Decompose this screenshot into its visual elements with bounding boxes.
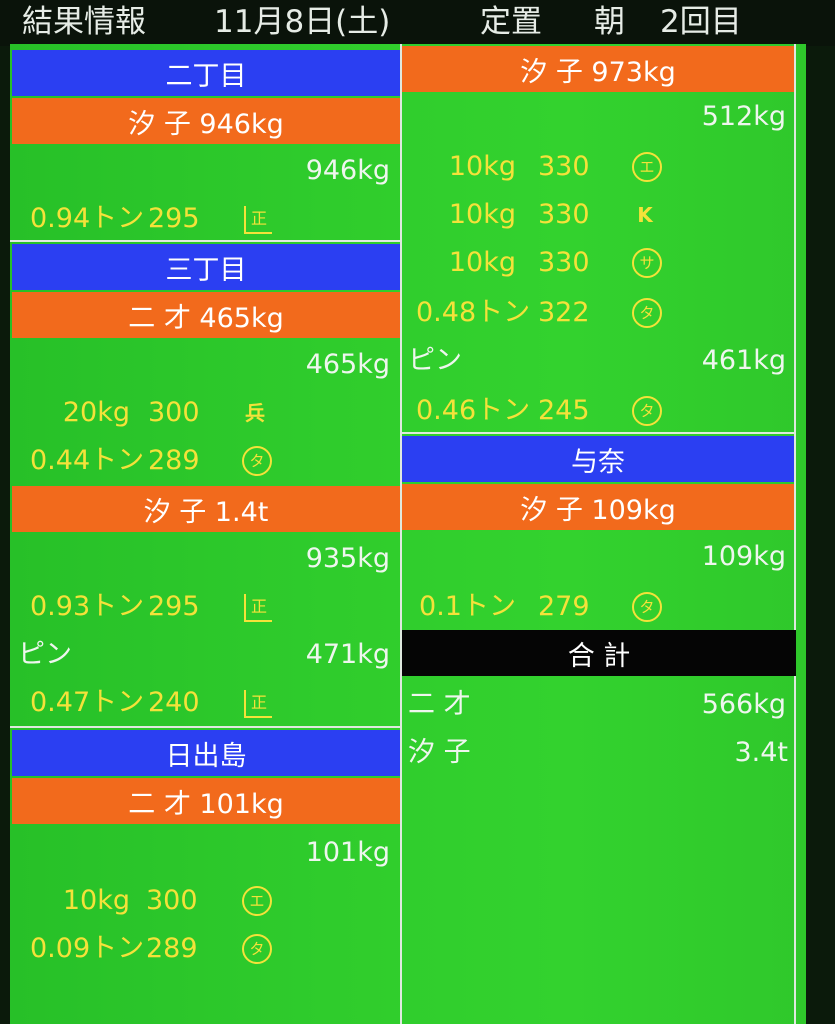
species-bar-sanchome-1: 二 才 465kg <box>12 292 400 338</box>
buyer-mark-icon: エ <box>632 152 662 182</box>
right-border <box>794 44 796 1024</box>
lot-price: 322 <box>538 297 590 328</box>
buyer-mark-icon: 正 <box>244 206 272 234</box>
buyer-mark-icon: タ <box>242 934 272 964</box>
buyer-mark-icon: タ <box>632 396 662 426</box>
header-round: 2回目 <box>660 4 742 40</box>
lot-price: 289 <box>148 445 200 476</box>
row-divider <box>402 432 794 434</box>
lot-weight: 10kg <box>448 151 516 182</box>
lot-weight: 20kg <box>62 397 130 428</box>
lot-weight: 0.93トン <box>30 591 145 622</box>
lot-price: 289 <box>146 933 198 964</box>
total-weight: 109kg <box>701 541 786 572</box>
pin-total-weight: 461kg <box>701 345 786 376</box>
buyer-mark-icon: 兵 <box>245 401 265 425</box>
summary-label: 二 才 <box>408 689 471 720</box>
buyer-mark-icon: エ <box>242 886 272 916</box>
lot-price: 279 <box>538 591 590 622</box>
buyer-mark-icon: 正 <box>244 690 272 718</box>
header-bar: 結果情報 11月8日(土) 定置 朝 2回目 <box>0 0 835 46</box>
area-bar-hinodejima: 日出島 <box>12 730 400 776</box>
total-weight: 935kg <box>305 543 390 574</box>
pin-label: ピン <box>18 639 72 670</box>
lot-weight: 0.09トン <box>30 933 145 964</box>
area-bar-nichome: 二丁目 <box>12 50 400 96</box>
summary-value: 3.4t <box>734 737 788 768</box>
lot-weight: 0.48トン <box>416 297 531 328</box>
lot-weight: 0.94トン <box>30 203 145 234</box>
total-weight: 946kg <box>305 155 390 186</box>
lot-price: 330 <box>538 247 590 278</box>
row-divider <box>10 726 400 728</box>
species-bar-nichome: 汐 子 946kg <box>12 98 400 144</box>
buyer-mark-icon: タ <box>632 298 662 328</box>
species-bar-yona: 汐 子 109kg <box>402 484 794 530</box>
lot-price: 300 <box>148 397 200 428</box>
summary-value: 566kg <box>701 689 786 720</box>
lot-price: 295 <box>148 203 200 234</box>
lot-price: 295 <box>148 591 200 622</box>
buyer-mark-icon: タ <box>632 592 662 622</box>
total-weight: 512kg <box>701 101 786 132</box>
summary-label: 汐 子 <box>408 737 471 768</box>
summary-heading: 合 計 <box>402 630 796 676</box>
pin-label: ピン <box>408 345 462 376</box>
buyer-mark-icon: タ <box>242 446 272 476</box>
header-type: 定置 <box>480 4 542 40</box>
header-session: 朝 <box>594 4 625 40</box>
area-bar-sanchome: 三丁目 <box>12 244 400 290</box>
total-weight: 465kg <box>305 349 390 380</box>
lot-weight: 10kg <box>448 247 516 278</box>
buyer-mark-icon: K <box>637 203 653 227</box>
header-title: 結果情報 <box>22 4 146 40</box>
pin-total-weight: 471kg <box>305 639 390 670</box>
lot-weight: 0.47トン <box>30 687 145 718</box>
lot-weight: 0.1トン <box>419 591 516 622</box>
results-board: 二丁目 汐 子 946kg 946kg 0.94トン 295 正 三丁目 二 才… <box>10 44 806 1024</box>
lot-price: 330 <box>538 199 590 230</box>
row-divider <box>10 240 400 242</box>
species-bar-right-1: 汐 子 973kg <box>402 46 794 92</box>
lot-price: 245 <box>538 395 590 426</box>
header-date: 11月8日(土) <box>214 4 391 40</box>
area-bar-yona: 与奈 <box>402 436 794 482</box>
lot-price: 240 <box>148 687 200 718</box>
species-bar-sanchome-2: 汐 子 1.4t <box>12 486 400 532</box>
buyer-mark-icon: 正 <box>244 594 272 622</box>
lot-weight: 10kg <box>448 199 516 230</box>
lot-weight: 0.46トン <box>416 395 531 426</box>
species-bar-hinodejima: 二 才 101kg <box>12 778 400 824</box>
total-weight: 101kg <box>305 837 390 868</box>
lot-weight: 0.44トン <box>30 445 145 476</box>
lot-weight: 10kg <box>62 885 130 916</box>
buyer-mark-icon: サ <box>632 248 662 278</box>
lot-price: 300 <box>146 885 198 916</box>
column-divider <box>400 44 402 1024</box>
lot-price: 330 <box>538 151 590 182</box>
